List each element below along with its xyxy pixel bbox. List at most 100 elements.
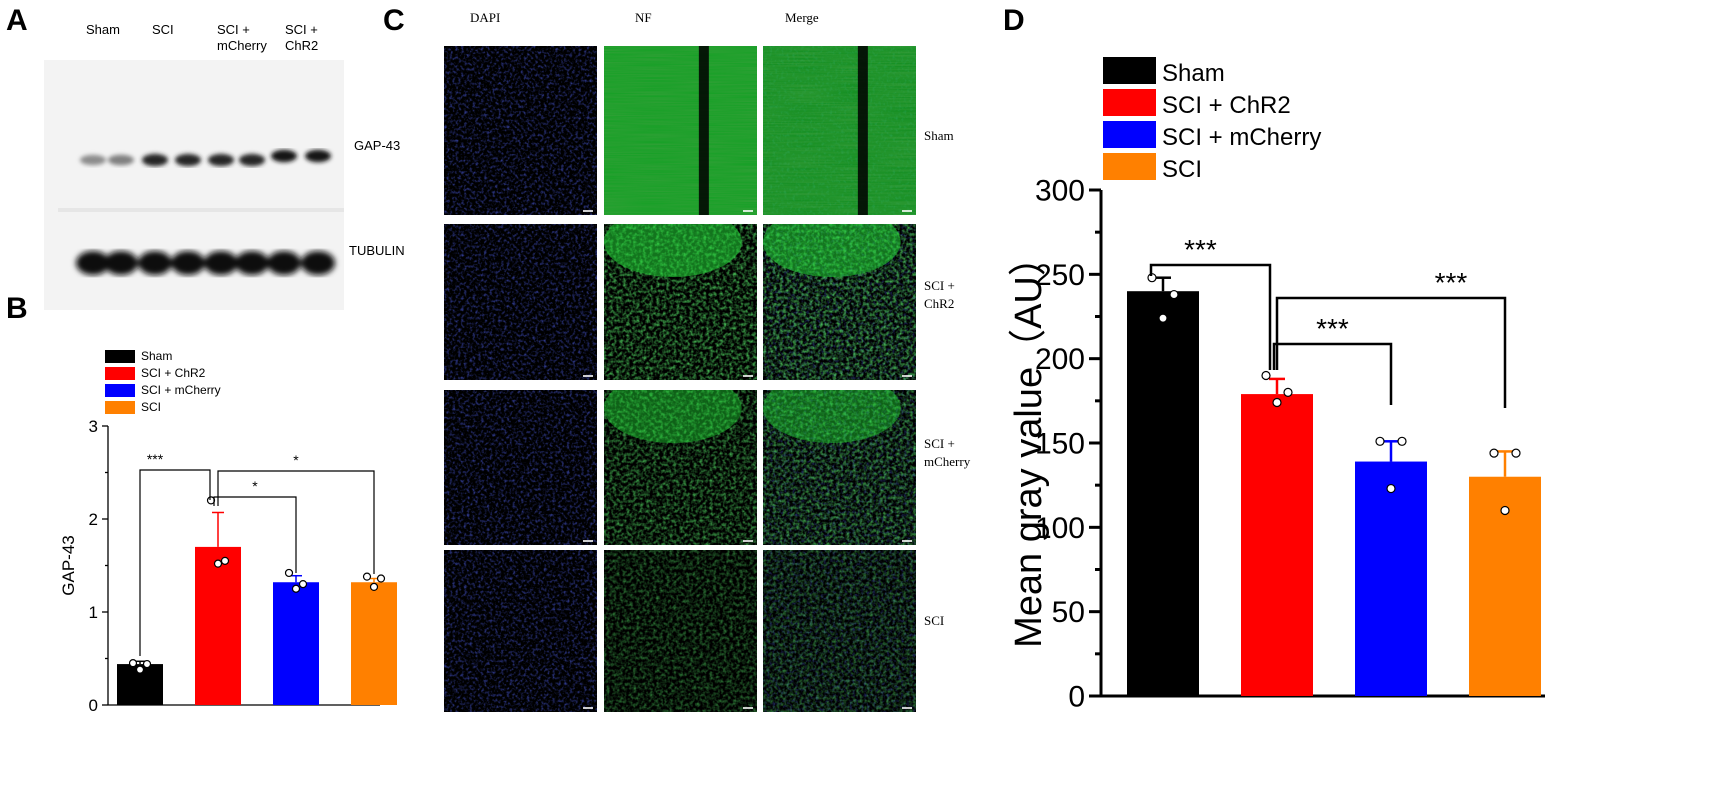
tubulin-band (204, 251, 238, 275)
micrograph-grid: DAPI NF Merge Sham SCI + ChR2 SCI + mCherry SCI (444, 10, 971, 712)
data-point (1397, 436, 1407, 446)
significance-bracket (139, 469, 211, 656)
legend-swatch (105, 350, 135, 363)
significance-bracket (217, 470, 375, 574)
micrograph-tile (763, 224, 916, 380)
significance-bracket (1272, 342, 1393, 405)
micrograph-row-label: SCI (924, 613, 944, 628)
data-point (1500, 505, 1510, 516)
tubulin-band (104, 251, 138, 275)
micrograph-row-label: Sham (924, 128, 954, 143)
legend-label: Sham (1162, 60, 1225, 87)
bar (1355, 461, 1427, 696)
micrograph-column-label: NF (635, 10, 652, 25)
legend-label: SCI + ChR2 (141, 366, 206, 380)
micrograph-tile (444, 550, 597, 712)
bar (273, 582, 319, 705)
legend-swatch (1103, 89, 1156, 116)
legend-swatch (1103, 121, 1156, 148)
gap43-band (305, 149, 331, 163)
legend-label: SCI (1162, 156, 1202, 183)
y-tick-label: 2 (89, 510, 98, 529)
data-point (213, 559, 223, 568)
legend-label: Sham (141, 349, 172, 363)
western-blot-panel: Sham SCI SCI + mCherry SCI + ChR2 GAP-43 TUBU… (0, 0, 440, 310)
significance-label: *** (1316, 313, 1349, 344)
micrograph-tile (604, 46, 757, 215)
significance-bracket (1275, 296, 1507, 408)
legend-swatch (1103, 57, 1156, 84)
legend-swatch (105, 384, 135, 397)
micrograph-tile (604, 390, 757, 545)
y-tick-label: 100 (1035, 512, 1085, 545)
data-point (1511, 448, 1521, 458)
y-tick-label: 3 (89, 417, 98, 436)
data-point (1169, 289, 1179, 300)
y-tick-label: 50 (1052, 596, 1085, 629)
gap43-band (208, 153, 234, 167)
data-point (1283, 387, 1293, 397)
significance-bracket (213, 496, 297, 573)
legend-label: SCI + ChR2 (1162, 92, 1291, 119)
blot-row-label-tubulin: TUBULIN (349, 243, 405, 258)
data-point (291, 584, 301, 593)
gap43-band (108, 154, 134, 166)
bar (1127, 291, 1199, 696)
tubulin-band (267, 251, 301, 275)
data-point (369, 582, 379, 591)
y-tick-label: 300 (1035, 175, 1085, 208)
significance-label: *** (1435, 267, 1468, 298)
micrograph-tile (763, 550, 916, 712)
y-tick-label: 0 (1068, 681, 1085, 714)
panel-label-b: B (6, 292, 28, 325)
panel-label-a: A (6, 4, 28, 37)
y-axis-label: GAP-43 (59, 535, 78, 595)
micrograph-tile (444, 46, 597, 215)
western-blot: Sham SCI SCI + mCherry SCI + ChR2 GAP-43 TUBU… (44, 22, 405, 310)
tubulin-band (76, 251, 110, 275)
chart-d: Sham SCI + ChR2 SCI + mCherry SCI 0 50 100 150 2… (1008, 57, 1545, 714)
data-point (376, 574, 386, 583)
blot-lane-label: SCI (152, 22, 174, 37)
gap43-band (271, 149, 297, 163)
data-point (142, 659, 152, 669)
data-point (1158, 313, 1168, 323)
bar (195, 546, 241, 705)
tubulin-band (138, 251, 172, 275)
micrograph-tile (444, 224, 597, 380)
data-point (1272, 397, 1282, 408)
data-point (1375, 436, 1385, 446)
y-axis-label: Mean gray value（AU） (1008, 238, 1050, 648)
significance-label: *** (1184, 234, 1217, 265)
legend-label: SCI (141, 400, 161, 414)
legend-label: SCI + mCherry (141, 383, 221, 397)
bar (351, 582, 397, 705)
tubulin-band (235, 251, 269, 275)
significance-bracket (1149, 263, 1272, 370)
data-point (135, 665, 145, 674)
micrograph-tile (763, 390, 916, 545)
significance-label: * (293, 452, 299, 468)
significance-label: * (252, 478, 258, 494)
y-tick-label: 0 (89, 696, 98, 715)
chart-b: Sham SCI + ChR2 SCI + mCherry SCI 0 1 2 3 GAP-43… (59, 349, 397, 715)
data-point (1261, 370, 1271, 381)
tubulin-band (171, 251, 205, 275)
data-point (1489, 448, 1499, 458)
micrograph-tile (444, 390, 597, 545)
gap43-band (175, 153, 201, 167)
micrograph-column-label: DAPI (470, 10, 500, 25)
panel-label-d: D (1003, 4, 1025, 37)
gap43-band (142, 153, 168, 167)
tubulin-band (301, 251, 335, 275)
data-point (362, 572, 372, 581)
gap43-band (80, 154, 106, 166)
micrograph-row-label: SCI + ChR2 (924, 278, 955, 311)
micrograph-tile (763, 46, 916, 215)
panel-label-c: C (383, 4, 405, 37)
micrograph-column-label: Merge (785, 10, 819, 25)
blot-lane-label: SCI + mCherry (217, 22, 267, 53)
data-point (220, 556, 230, 565)
micrograph-tile (604, 224, 757, 380)
micrograph-panel: DAPI NF Merge Sham SCI + ChR2 SCI + mCherry SCI (430, 0, 990, 785)
